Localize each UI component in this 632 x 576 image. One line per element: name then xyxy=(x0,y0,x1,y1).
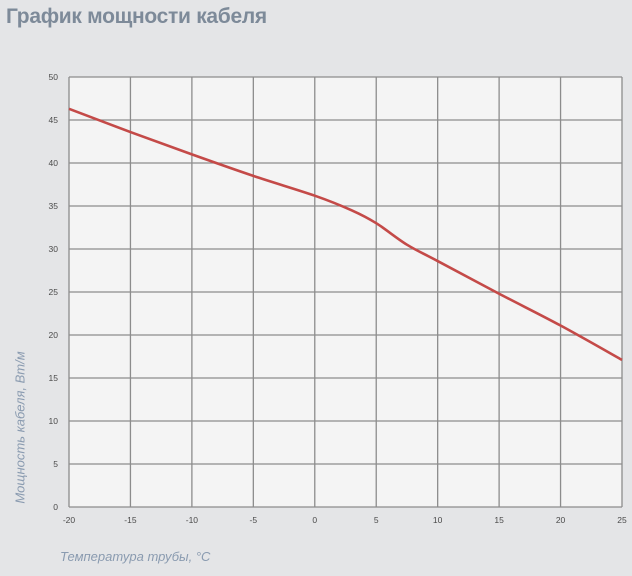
y-axis-label: Мощность кабеля, Вт/м xyxy=(12,351,28,504)
y-tick-label: 25 xyxy=(49,287,59,297)
x-tick-label: 10 xyxy=(433,515,443,525)
x-tick-label: -15 xyxy=(124,515,137,525)
y-tick-label: 30 xyxy=(49,244,59,254)
chart-title: График мощности кабеля xyxy=(6,5,267,28)
x-tick-label: -10 xyxy=(186,515,199,525)
x-tick-label: 0 xyxy=(312,515,317,525)
x-tick-label: 20 xyxy=(556,515,566,525)
y-tick-label: 15 xyxy=(49,373,59,383)
y-tick-label: 50 xyxy=(49,72,59,82)
y-tick-label: 45 xyxy=(49,115,59,125)
x-tick-label: 5 xyxy=(374,515,379,525)
x-axis-label: Температура трубы, °С xyxy=(60,549,211,564)
x-tick-label: 15 xyxy=(494,515,504,525)
y-tick-label: 35 xyxy=(49,201,59,211)
x-tick-label: -5 xyxy=(250,515,258,525)
y-tick-label: 40 xyxy=(49,158,59,168)
x-tick-label: -20 xyxy=(63,515,76,525)
y-tick-label: 0 xyxy=(53,502,58,512)
x-tick-label: 25 xyxy=(617,515,627,525)
power-curve-line xyxy=(68,107,623,362)
y-tick-label: 10 xyxy=(49,416,59,426)
y-tick-label: 5 xyxy=(53,459,58,469)
y-tick-label: 20 xyxy=(49,330,59,340)
